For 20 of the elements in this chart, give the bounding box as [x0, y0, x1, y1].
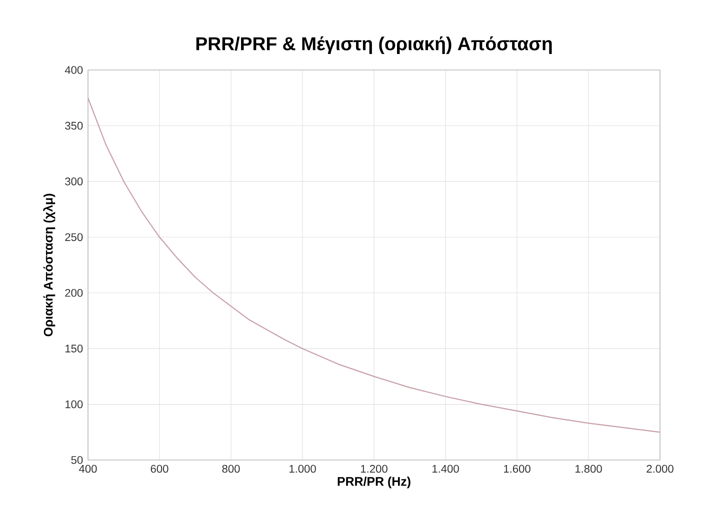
x-tick-label: 1.400	[432, 464, 459, 473]
x-tick-label: 1.600	[504, 464, 530, 473]
x-tick-label: 1.000	[290, 464, 316, 473]
y-tick-label: 300	[65, 178, 83, 186]
y-tick-label: 350	[65, 122, 83, 130]
y-tick-label: 150	[65, 344, 83, 352]
x-tick-label: 600	[150, 464, 168, 473]
chart-title: PRR/PRF & Μέγιστη (οριακή) Απόσταση	[196, 36, 552, 54]
x-axis-title: PRR/PR (Hz)	[338, 476, 410, 488]
y-tick-label: 50	[71, 456, 83, 464]
x-tick-label: 1.200	[361, 464, 388, 473]
y-tick-label: 400	[64, 66, 83, 74]
x-tick-label: 400	[79, 464, 97, 473]
y-tick-label: 250	[65, 233, 83, 242]
y-axis-title: Οριακή Απόσταση (χλμ)	[43, 194, 56, 336]
x-tick-label: 2.000	[646, 464, 674, 473]
x-tick-label: 800	[222, 464, 240, 473]
y-tick-label: 100	[65, 400, 83, 408]
x-tick-label: 1.800	[576, 464, 602, 473]
y-tick-label: 200	[65, 288, 83, 297]
